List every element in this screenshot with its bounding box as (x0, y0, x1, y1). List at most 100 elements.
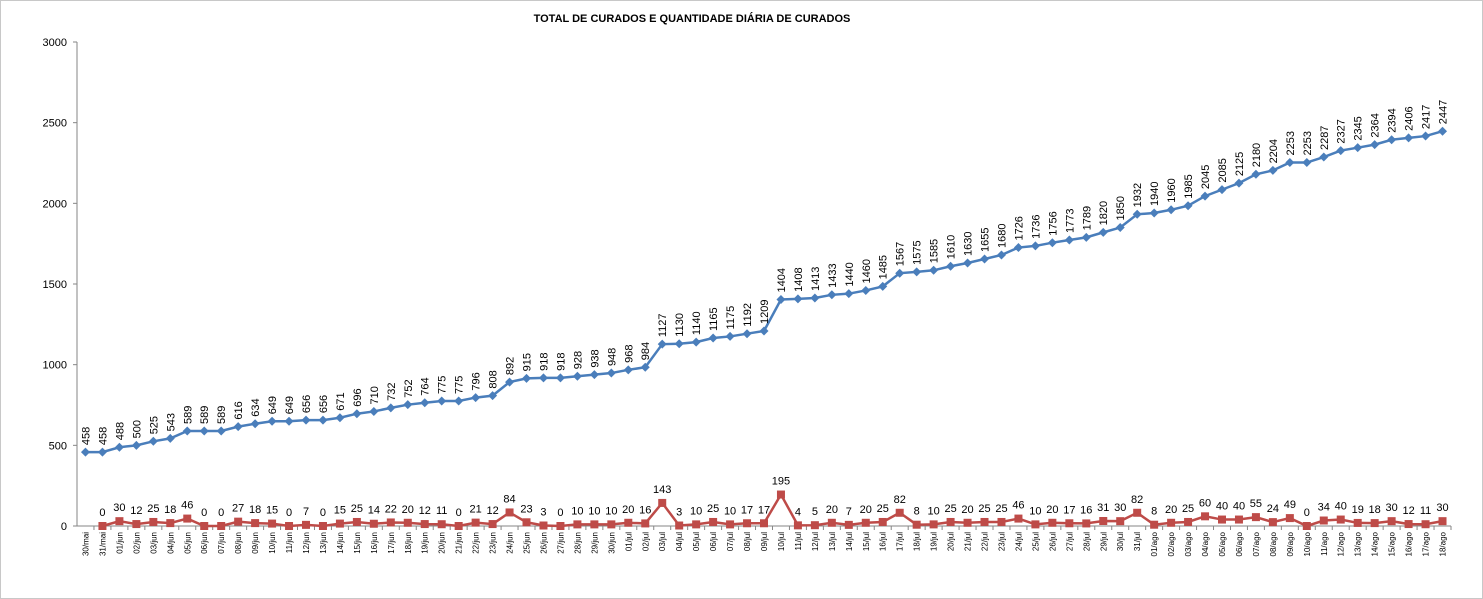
point (1031, 520, 1040, 529)
point (759, 326, 769, 336)
data-label: 8 (1151, 506, 1157, 518)
data-label: 1736 (1030, 214, 1042, 238)
point (318, 415, 328, 425)
x-tick-label: 18/ago (1439, 531, 1448, 556)
data-label: 0 (1304, 507, 1310, 519)
data-label: 20 (402, 504, 414, 516)
point (234, 517, 243, 526)
point (623, 365, 633, 375)
data-label: 60 (1199, 497, 1211, 509)
point (233, 422, 243, 432)
point (572, 371, 582, 381)
x-tick-label: 04/jun (166, 532, 175, 554)
x-tick-label: 15/jun (353, 532, 362, 554)
point (742, 329, 752, 339)
point (692, 520, 701, 529)
data-label: 25 (1182, 503, 1194, 515)
point (149, 517, 158, 526)
x-tick-label: 17/jun (387, 532, 396, 554)
data-label: 0 (201, 507, 207, 519)
x-tick-label: 11/jul (794, 532, 803, 551)
x-tick-label: 18/jun (404, 532, 413, 554)
chart-title: TOTAL DE CURADOS E QUANTIDADE DIÁRIA DE … (534, 12, 851, 25)
data-label: 1985 (1183, 174, 1195, 198)
data-label: 10 (928, 505, 940, 517)
x-tick-label: 30/jun (607, 532, 616, 554)
point (1217, 185, 1227, 195)
point (912, 520, 921, 529)
data-label: 82 (1131, 494, 1143, 506)
point (505, 508, 514, 517)
data-label: 15 (266, 505, 278, 517)
point (946, 517, 955, 526)
point (488, 520, 497, 529)
x-tick-label: 12/jun (302, 532, 311, 554)
point (403, 518, 412, 527)
data-label: 8 (914, 506, 920, 518)
data-label: 25 (351, 503, 363, 515)
x-tick-label: 08/jun (234, 532, 243, 554)
x-tick-label: 11/jun (285, 532, 294, 553)
data-label: 984 (640, 342, 652, 360)
data-label: 589 (199, 406, 211, 424)
data-label: 1756 (1047, 211, 1059, 235)
data-label: 10 (1029, 505, 1041, 517)
point (97, 447, 107, 457)
x-tick-label: 14/jul (845, 532, 854, 551)
point (827, 290, 837, 300)
point (1268, 518, 1277, 527)
data-label: 10 (690, 505, 702, 517)
data-label: 732 (386, 383, 398, 401)
data-label: 10 (571, 505, 583, 517)
point (929, 520, 938, 529)
x-tick-label: 17/ago (1422, 531, 1431, 556)
point (810, 293, 820, 303)
data-label: 10 (724, 505, 736, 517)
data-label: 4 (795, 506, 801, 518)
point (726, 520, 735, 529)
data-label: 1413 (810, 267, 822, 291)
data-label: 1680 (996, 223, 1008, 247)
point (1336, 515, 1345, 524)
data-label: 17 (758, 504, 770, 516)
data-label: 16 (1080, 504, 1092, 516)
point (1404, 133, 1414, 143)
x-tick-label: 15/ago (1388, 531, 1397, 556)
point (980, 254, 990, 264)
x-tick-label: 07/jun (217, 532, 226, 554)
x-tick-label: 10/jul (777, 532, 786, 551)
x-tick-label: 25/jun (523, 532, 532, 554)
data-label: 24 (1267, 503, 1279, 515)
data-label: 918 (538, 353, 550, 371)
x-tick-label: 28/jul (1082, 532, 1091, 551)
data-label: 1850 (1115, 196, 1127, 220)
point (1201, 512, 1210, 521)
point (1082, 519, 1091, 528)
data-label: 892 (505, 357, 517, 375)
point (420, 520, 429, 529)
data-label: 25 (877, 503, 889, 515)
point (267, 416, 277, 426)
data-label: 649 (267, 396, 279, 414)
data-label: 488 (114, 422, 126, 440)
point (505, 377, 515, 387)
x-tick-label: 26/jun (539, 532, 548, 554)
data-label: 2345 (1353, 116, 1365, 140)
data-label: 0 (99, 507, 105, 519)
point (1048, 518, 1057, 527)
data-label: 25 (995, 503, 1007, 515)
point (471, 393, 481, 403)
data-label: 1165 (708, 307, 720, 331)
data-label: 525 (148, 416, 160, 434)
point (674, 339, 684, 349)
data-label: 2045 (1200, 165, 1212, 189)
data-label: 17 (1063, 504, 1075, 516)
point (1166, 205, 1176, 215)
data-label: 20 (622, 504, 634, 516)
x-tick-label: 04/ago (1201, 531, 1210, 556)
point (1319, 516, 1328, 525)
point (861, 285, 871, 295)
point (878, 281, 888, 291)
x-tick-label: 10/ago (1303, 531, 1312, 556)
data-label: 40 (1335, 501, 1347, 513)
